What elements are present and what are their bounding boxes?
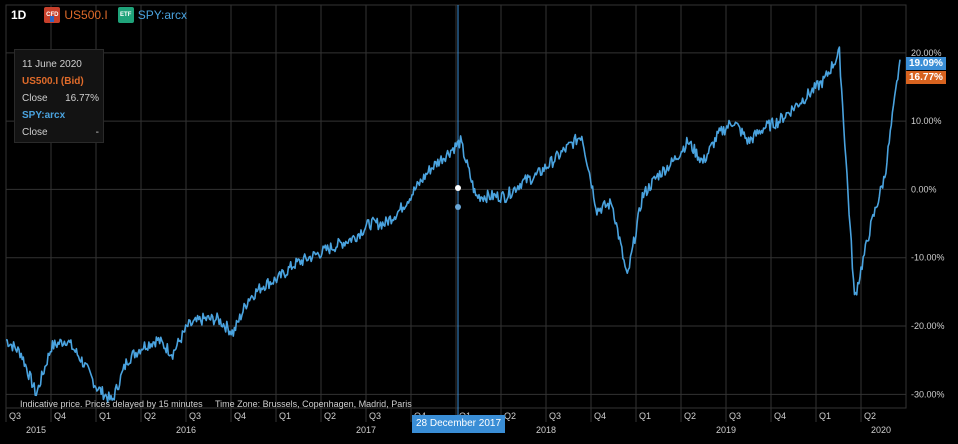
last-value-tag-secondary: 19.09% <box>906 57 946 70</box>
crosshair-point-primary <box>455 185 461 191</box>
y-tick-label: -10.00% <box>911 253 945 263</box>
x-quarter-label: Q4 <box>774 411 786 421</box>
info-date: 11 June 2020 <box>22 59 82 70</box>
crosshair-info-box: 11 June 2020 US500.I (Bid) Close 16.77% … <box>14 49 104 143</box>
x-quarter-label: Q3 <box>369 411 381 421</box>
x-quarter-label: Q3 <box>9 411 21 421</box>
x-quarter-label: Q4 <box>234 411 246 421</box>
series-line-spy <box>5 46 901 404</box>
crosshair-point-secondary <box>455 204 461 210</box>
legend-bar: 1D CFD US500.I ETF SPY:arcx <box>0 0 400 30</box>
x-year-label: 2017 <box>356 425 376 435</box>
x-year-label: 2020 <box>871 425 891 435</box>
footnote: Indicative price. Prices delayed by 15 m… <box>20 399 422 409</box>
info-close-value: 16.77% <box>65 93 99 104</box>
x-quarter-label: Q1 <box>819 411 831 421</box>
symbol-primary[interactable]: US500.I <box>64 8 108 22</box>
info-close-value-2: - <box>95 127 99 138</box>
x-quarter-label: Q2 <box>504 411 516 421</box>
info-secondary-label: SPY:arcx <box>22 110 66 121</box>
x-year-label: 2016 <box>176 425 196 435</box>
x-quarter-label: Q3 <box>729 411 741 421</box>
info-close-label: Close <box>22 93 48 104</box>
y-tick-label: -30.00% <box>911 389 945 399</box>
symbol-secondary[interactable]: SPY:arcx <box>137 8 188 22</box>
y-tick-label: 10.00% <box>911 116 942 126</box>
y-tick-label: 20.00% <box>911 48 942 58</box>
y-tick-label: -20.00% <box>911 321 945 331</box>
x-quarter-label: Q2 <box>144 411 156 421</box>
timezone-note: Time Zone: Brussels, Copenhagen, Madrid,… <box>214 399 412 409</box>
info-primary-label: US500.I (Bid) <box>22 76 84 87</box>
indicative-price-note: Indicative price. Prices delayed by 15 m… <box>20 399 203 409</box>
x-year-label: 2019 <box>716 425 736 435</box>
x-quarter-label: Q1 <box>279 411 291 421</box>
info-secondary-close-row: Close - <box>22 124 103 141</box>
etf-badge-icon: ETF <box>117 7 134 23</box>
x-year-label: 2018 <box>536 425 556 435</box>
x-year-label: 2015 <box>26 425 46 435</box>
info-close-label-2: Close <box>22 127 48 138</box>
x-axis: Q3Q4Q1Q2Q3Q4Q1Q2Q3Q4Q1Q2Q3Q4Q1Q2Q3Q4Q1Q2… <box>9 411 891 435</box>
timeframe-selector[interactable]: 1D <box>11 8 27 22</box>
x-quarter-label: Q1 <box>99 411 111 421</box>
info-primary-close-row: Close 16.77% <box>22 90 103 107</box>
last-value-tag-primary: 16.77% <box>906 71 946 84</box>
y-axis-tick-labels: 20.00% 10.00% 0.00% -10.00% -20.00% -30.00% <box>911 48 945 400</box>
cfd-badge-icon: CFD <box>44 7 61 23</box>
y-tick-label: 0.00% <box>911 184 937 194</box>
horizontal-gridlines <box>6 52 906 395</box>
x-quarter-label: Q2 <box>684 411 696 421</box>
x-quarter-label: Q3 <box>189 411 201 421</box>
x-quarter-label: Q2 <box>324 411 336 421</box>
plot-frame <box>5 4 907 409</box>
x-quarter-label: Q2 <box>864 411 876 421</box>
x-quarter-label: Q1 <box>639 411 651 421</box>
x-quarter-label: Q4 <box>594 411 606 421</box>
x-quarter-label: Q4 <box>54 411 66 421</box>
x-quarter-label: Q3 <box>549 411 561 421</box>
vertical-gridlines <box>5 5 862 422</box>
crosshair-date-label: 28 December 2017 <box>412 415 505 433</box>
